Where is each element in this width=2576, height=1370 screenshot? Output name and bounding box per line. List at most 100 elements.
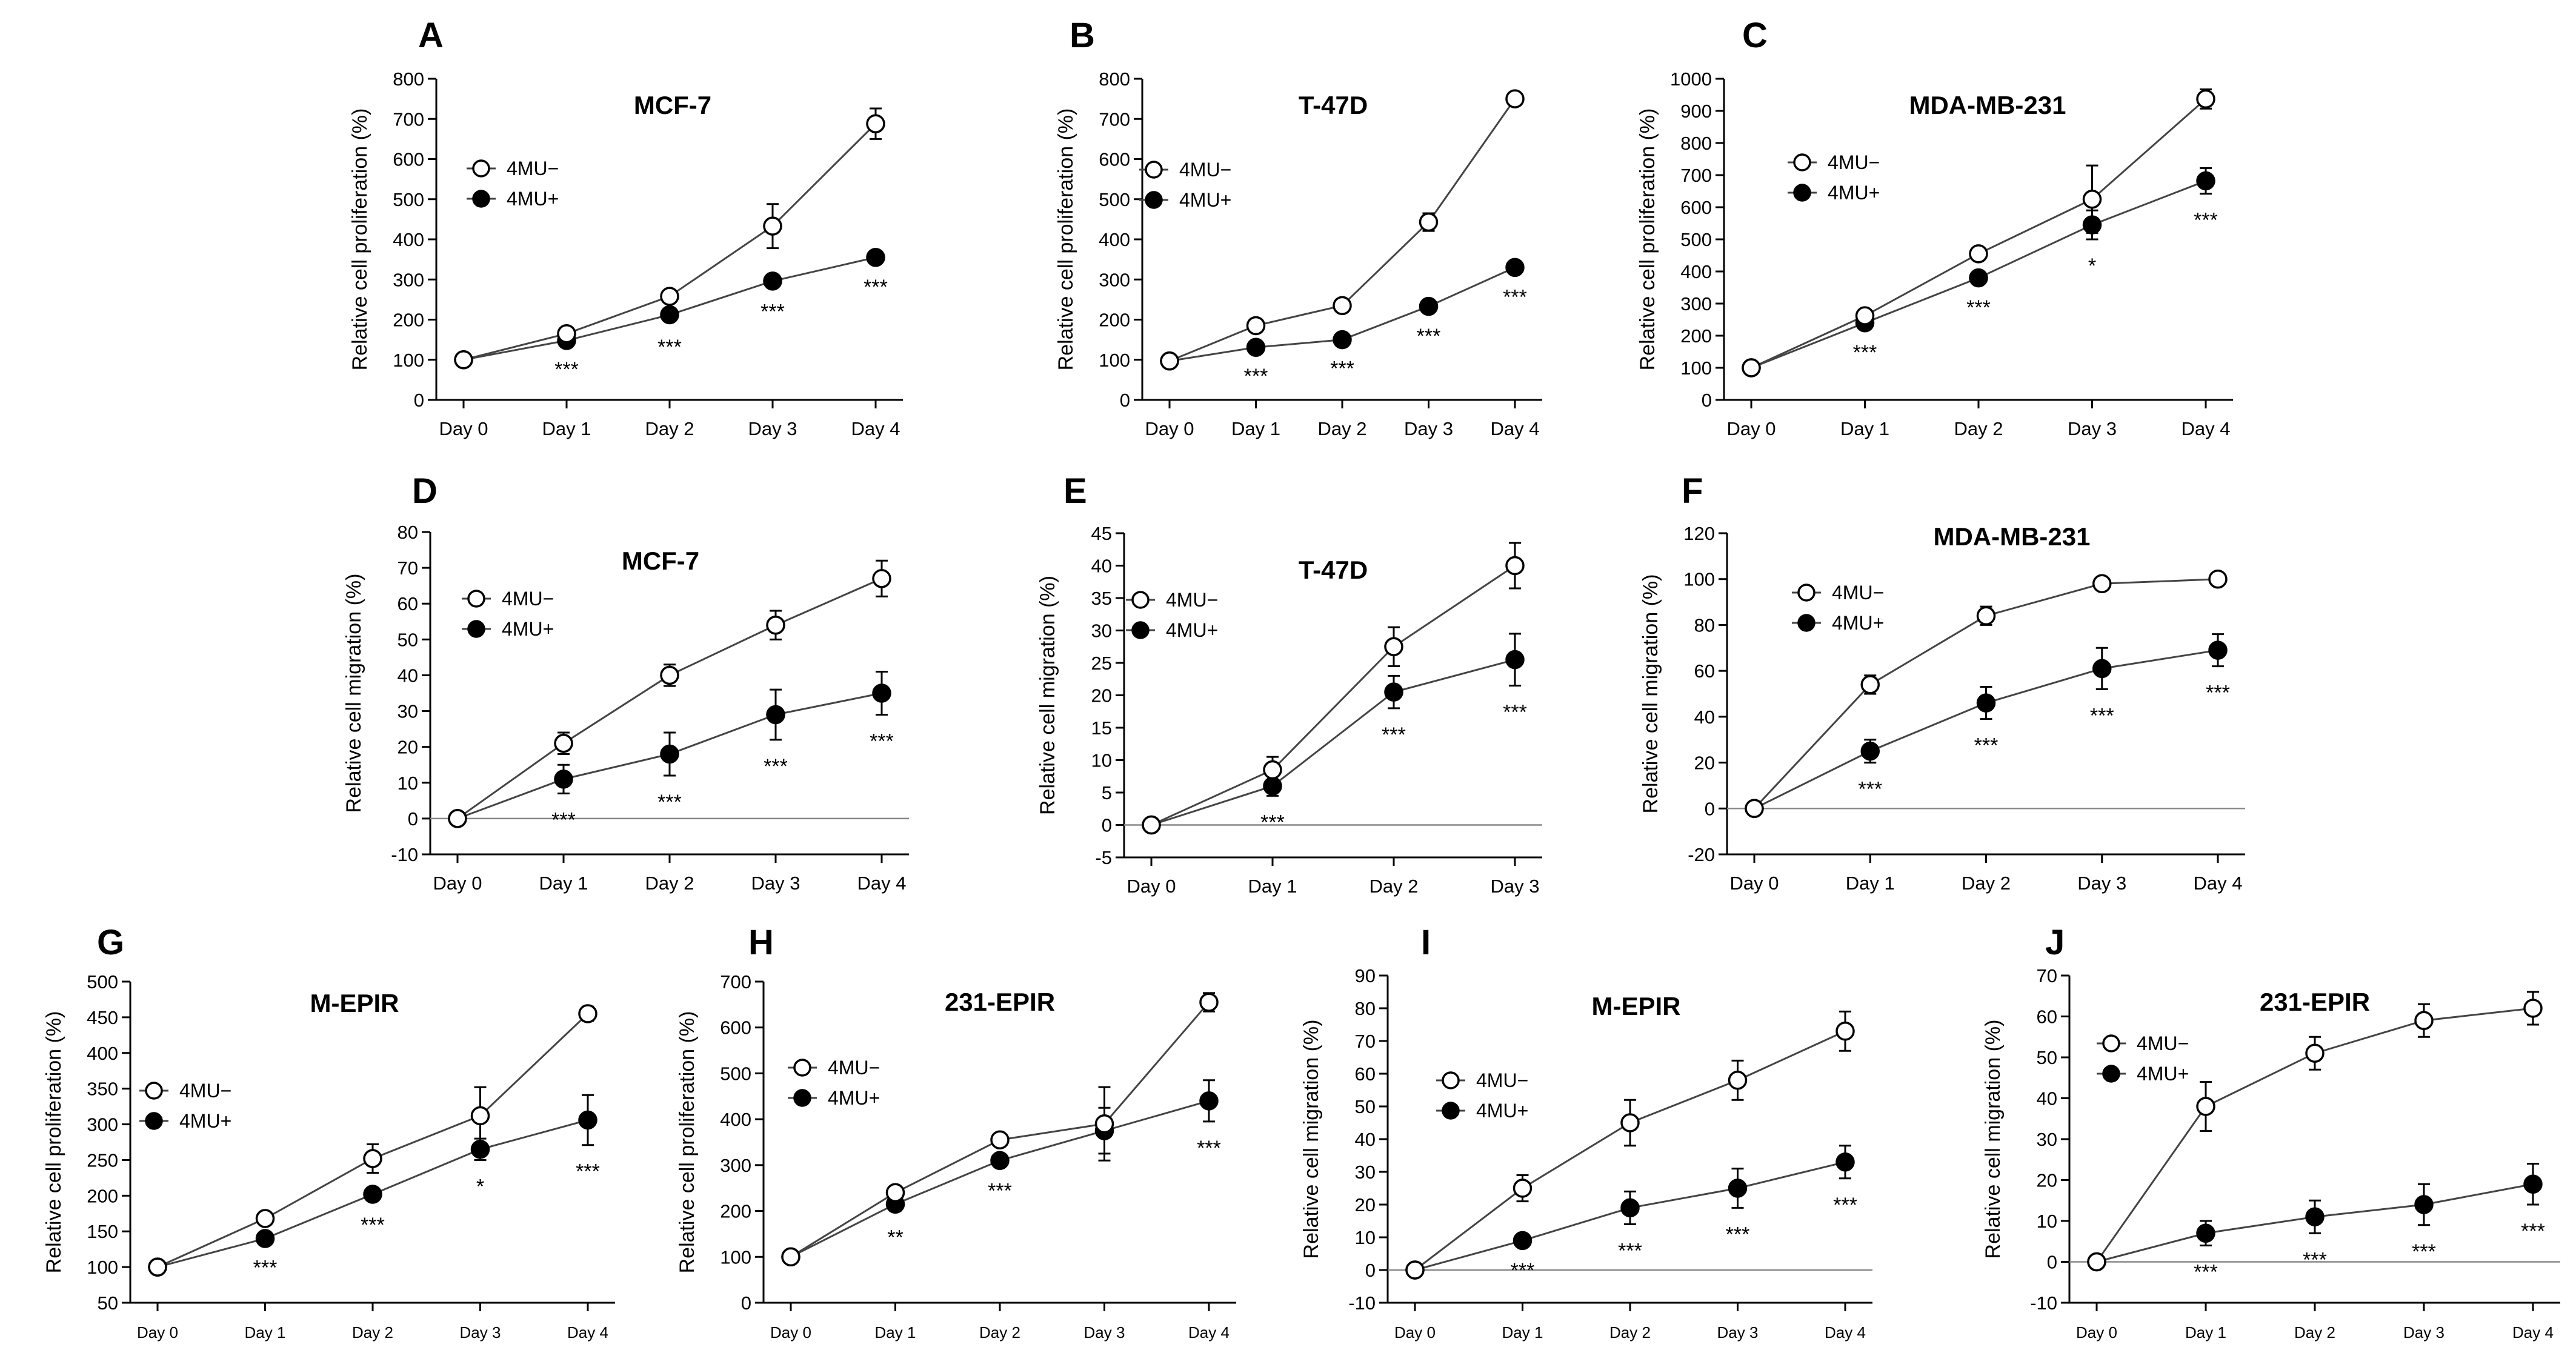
data-point-4mu-minus xyxy=(872,569,891,588)
legend-label-4mu-minus: 4MU− xyxy=(1828,151,1880,173)
y-tick-label: 500 xyxy=(1680,229,1712,250)
data-point-4mu-plus xyxy=(2305,1207,2325,1226)
y-tick-label: 20 xyxy=(1694,753,1715,774)
data-point-4mu-plus xyxy=(1246,338,1266,357)
significance-marker: *** xyxy=(764,755,788,778)
series-line-4mu-minus xyxy=(1414,1030,1846,1271)
panel-letter-g: G xyxy=(97,923,124,962)
significance-marker: *** xyxy=(576,1160,600,1183)
data-point-4mu-plus xyxy=(1505,258,1525,278)
data-point-4mu-minus xyxy=(766,615,785,635)
data-point-4mu-minus xyxy=(454,350,473,370)
data-point-4mu-minus xyxy=(554,734,573,753)
significance-marker: *** xyxy=(1726,1223,1750,1246)
y-tick-label: 70 xyxy=(1355,1031,1376,1052)
y-axis-label-g: Relative cell proliferation (%) xyxy=(42,1011,65,1274)
data-point-4mu-plus xyxy=(660,744,679,764)
legend-label-4mu-minus: 4MU− xyxy=(2137,1032,2189,1054)
data-point-4mu-minus xyxy=(1419,212,1439,232)
x-tick-label: Day 3 xyxy=(2077,873,2126,894)
y-tick-label: 800 xyxy=(1680,133,1712,154)
significance-marker: * xyxy=(476,1175,484,1198)
x-tick-label: Day 3 xyxy=(460,1323,501,1342)
panel-title-g: M-EPIR xyxy=(310,989,399,1017)
data-point-4mu-minus xyxy=(866,114,885,133)
data-point-4mu-minus xyxy=(1860,675,1880,694)
legend-label-4mu-plus: 4MU+ xyxy=(1832,612,1884,634)
y-tick-label: 90 xyxy=(1355,965,1376,986)
significance-marker: *** xyxy=(988,1179,1012,1202)
y-axis-label-d: Relative cell migration (%) xyxy=(342,574,365,813)
x-tick-label: Day 2 xyxy=(1962,873,2011,894)
data-point-4mu-minus xyxy=(1199,993,1219,1012)
data-point-4mu-plus xyxy=(872,683,891,703)
y-tick-label: 20 xyxy=(2037,1170,2057,1191)
x-tick-label: Day 3 xyxy=(748,418,797,439)
x-tick-label: Day 1 xyxy=(1231,418,1280,439)
data-point-4mu-plus xyxy=(470,1140,490,1159)
legend-marker-4mu-minus xyxy=(793,1059,811,1077)
y-tick-label: 600 xyxy=(720,1017,751,1039)
y-tick-label: 30 xyxy=(1091,620,1112,642)
x-tick-label: Day 3 xyxy=(1717,1323,1759,1342)
data-point-4mu-minus xyxy=(990,1130,1010,1149)
data-point-4mu-plus xyxy=(1976,693,1996,713)
data-point-4mu-plus xyxy=(2196,171,2215,191)
x-tick-label: Day 4 xyxy=(2194,873,2243,894)
y-tick-label: 200 xyxy=(720,1201,751,1222)
y-tick-label: 500 xyxy=(393,189,424,210)
legend-label-4mu-minus: 4MU− xyxy=(1832,582,1884,604)
significance-marker: *** xyxy=(657,336,682,359)
x-tick-label: Day 2 xyxy=(1318,418,1367,439)
legend-marker-4mu-minus xyxy=(472,159,490,178)
panel-letter-f: F xyxy=(1682,471,1703,511)
y-tick-label: 50 xyxy=(398,629,418,650)
y-tick-label: 80 xyxy=(398,522,418,543)
data-point-4mu-plus xyxy=(1419,296,1439,316)
y-tick-label: 45 xyxy=(1091,523,1112,544)
y-tick-label: 450 xyxy=(87,1007,118,1028)
data-point-4mu-minus xyxy=(2414,1011,2434,1030)
legend-marker-4mu-plus xyxy=(467,620,485,638)
y-tick-label: 250 xyxy=(87,1149,118,1171)
data-point-4mu-minus xyxy=(557,324,576,344)
y-tick-label: 80 xyxy=(1694,614,1715,636)
significance-marker: *** xyxy=(1833,1194,1857,1217)
y-tick-label: 20 xyxy=(1091,685,1112,707)
data-point-4mu-minus xyxy=(470,1106,490,1126)
x-tick-label: Day 3 xyxy=(1491,876,1540,897)
data-point-4mu-minus xyxy=(1094,1114,1114,1134)
significance-marker: *** xyxy=(870,730,894,753)
y-tick-label: 400 xyxy=(720,1109,751,1130)
y-tick-label: 700 xyxy=(1680,165,1712,186)
y-tick-label: 70 xyxy=(2037,965,2057,986)
x-tick-label: Day 0 xyxy=(439,418,488,439)
data-point-4mu-plus xyxy=(554,770,573,789)
y-axis-label-e: Relative cell migration (%) xyxy=(1036,576,1059,815)
data-point-4mu-plus xyxy=(1384,682,1403,702)
x-tick-label: Day 4 xyxy=(857,873,907,894)
y-tick-label: 5 xyxy=(1102,782,1112,803)
significance-marker: *** xyxy=(1618,1239,1642,1262)
x-tick-label: Day 1 xyxy=(1840,418,1889,439)
x-tick-label: Day 4 xyxy=(1825,1323,1866,1342)
x-tick-label: Day 3 xyxy=(2068,418,2117,439)
x-tick-label: Day 0 xyxy=(137,1323,178,1342)
significance-marker: *** xyxy=(2206,682,2230,705)
y-tick-label: -10 xyxy=(391,844,418,865)
legend-marker-4mu-minus xyxy=(1797,584,1816,602)
data-point-4mu-plus xyxy=(1860,741,1880,761)
data-point-4mu-plus xyxy=(578,1110,597,1130)
panel-e: E T-47D -5 0 5 10 15 20 25 30 35 40 45 Relative cell … xyxy=(1036,471,1542,897)
legend-marker-4mu-minus xyxy=(2102,1034,2120,1052)
data-point-4mu-plus xyxy=(1620,1198,1640,1218)
panel-title-h: 231-EPIR xyxy=(945,988,1055,1016)
x-tick-label: Day 1 xyxy=(539,873,588,894)
y-tick-label: 10 xyxy=(1355,1227,1376,1248)
legend-label-4mu-minus: 4MU− xyxy=(1166,589,1218,611)
data-point-4mu-minus xyxy=(255,1209,275,1228)
data-point-4mu-plus xyxy=(1835,1152,1855,1172)
data-point-4mu-minus xyxy=(1835,1022,1855,1041)
x-tick-label: Day 4 xyxy=(567,1323,608,1342)
data-point-4mu-plus xyxy=(660,305,679,325)
